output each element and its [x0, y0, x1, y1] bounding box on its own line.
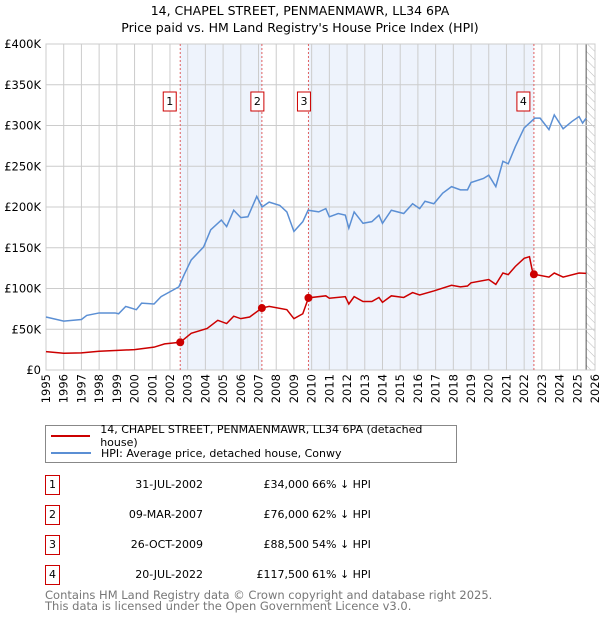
- table-row: 4 20-JUL-2022 £117,500 61% ↓ HPI: [45, 565, 465, 585]
- sale-point: [176, 338, 185, 347]
- sale-label-number: 3: [300, 95, 307, 108]
- x-tick-label: 2011: [322, 374, 336, 403]
- x-tick-label: 2005: [216, 374, 230, 403]
- y-tick-label: £50K: [12, 322, 42, 336]
- y-tick-label: £400K: [4, 37, 41, 51]
- x-tick-label: 2017: [429, 374, 443, 403]
- sale-label-box: [296, 91, 311, 112]
- sale-date: 20-JUL-2022: [135, 568, 203, 581]
- legend-label-hpi: HPI: Average price, detached house, Conw…: [101, 446, 342, 460]
- x-tick-label: 2010: [305, 374, 319, 403]
- sale-label-box: [250, 91, 265, 112]
- sale-hpi-diff: 54% ↓ HPI: [312, 538, 371, 551]
- sale-date: 09-MAR-2007: [128, 508, 203, 521]
- y-tick-label: £300K: [4, 119, 41, 133]
- sale-point: [257, 304, 266, 313]
- y-tick-label: £200K: [4, 200, 41, 214]
- sale-hpi-diff: 66% ↓ HPI: [312, 478, 371, 491]
- y-tick-label: £100K: [4, 282, 41, 296]
- sale-hpi-diff: 62% ↓ HPI: [312, 508, 371, 521]
- sale-number-badge: 1: [45, 475, 60, 495]
- x-tick-label: 2022: [517, 374, 531, 403]
- x-tick-label: 2026: [588, 374, 600, 403]
- sale-label-number: 4: [520, 95, 527, 108]
- sale-number-badge: 3: [45, 535, 60, 555]
- sale-label-number: 1: [166, 95, 173, 108]
- sale-price: £76,000: [263, 508, 310, 521]
- chart-subtitle: Price paid vs. HM Land Registry's House …: [121, 20, 479, 35]
- x-tick-label: 2009: [287, 374, 301, 403]
- table-row: 3 26-OCT-2009 £88,500 54% ↓ HPI: [45, 535, 465, 555]
- hpi-line: [45, 113, 587, 322]
- x-tick-label: 1998: [92, 374, 106, 403]
- x-tick-label: 2019: [464, 374, 478, 403]
- x-tick-label: 1996: [57, 374, 71, 403]
- x-tick-label: 2000: [128, 374, 142, 403]
- x-tick-label: 2016: [411, 374, 425, 403]
- sale-point: [304, 293, 313, 302]
- legend-label-price: 14, CHAPEL STREET, PENMAENMAWR, LL34 6PA…: [100, 423, 423, 449]
- y-tick-label: £0: [26, 363, 41, 377]
- x-tick-label: 2004: [198, 374, 212, 403]
- x-tick-label: 2006: [234, 374, 248, 403]
- x-tick-label: 2021: [499, 374, 513, 403]
- sale-price: £34,000: [263, 478, 310, 491]
- footer-licence: This data is licensed under the Open Gov…: [45, 599, 412, 613]
- x-tick-label: 2002: [163, 374, 177, 403]
- y-tick-label: £250K: [4, 159, 41, 173]
- x-tick-label: 2003: [181, 374, 195, 403]
- x-tick-label: 2012: [340, 374, 354, 403]
- x-tick-label: 2024: [553, 374, 567, 403]
- y-tick-label: £150K: [4, 241, 41, 255]
- legend-swatch-hpi: [51, 452, 91, 454]
- x-tick-label: 1997: [74, 374, 88, 403]
- footer-copyright: Contains HM Land Registry data © Crown c…: [45, 588, 493, 602]
- sale-price: £117,500: [256, 568, 310, 581]
- x-tick-label: 1995: [39, 374, 53, 403]
- x-tick-label: 2014: [375, 374, 389, 403]
- chart-title: 14, CHAPEL STREET, PENMAENMAWR, LL34 6PA: [150, 3, 450, 18]
- sale-label-number: 2: [254, 95, 261, 108]
- table-row: 1 31-JUL-2002 £34,000 66% ↓ HPI: [45, 475, 465, 495]
- price-chart: 1995 1996 1997 1998 1999 2000 2001 2002 2003 2004…: [4, 37, 600, 403]
- x-tick-label: 2008: [269, 374, 283, 403]
- legend-swatch-price: [51, 435, 91, 437]
- sale-date: 31-JUL-2002: [135, 478, 203, 491]
- x-tick-label: 2023: [535, 374, 549, 403]
- sale-hpi-diff: 61% ↓ HPI: [312, 568, 371, 581]
- sale-point: [529, 270, 538, 279]
- sale-label-box: [162, 91, 177, 112]
- x-tick-label: 2020: [482, 374, 496, 403]
- x-tick-label: 1999: [110, 374, 124, 403]
- x-tick-label: 2007: [252, 374, 266, 403]
- plot-frame: [45, 43, 596, 371]
- sale-date: 26-OCT-2009: [130, 538, 203, 551]
- sale-price: £88,500: [263, 538, 310, 551]
- legend: 14, CHAPEL STREET, PENMAENMAWR, LL34 6PA…: [45, 423, 457, 463]
- price-paid-line: [45, 255, 587, 355]
- x-tick-label: 2018: [446, 374, 460, 403]
- table-row: 2 09-MAR-2007 £76,000 62% ↓ HPI: [45, 505, 465, 525]
- x-tick-label: 2013: [358, 374, 372, 403]
- x-tick-label: 2025: [570, 374, 584, 403]
- x-tick-label: 2015: [393, 374, 407, 403]
- legend-item-price: 14, CHAPEL STREET, PENMAENMAWR, LL34 6PA…: [46, 423, 456, 449]
- x-tick-label: 2001: [145, 374, 159, 403]
- sale-number-badge: 4: [45, 565, 60, 585]
- legend-item-hpi: HPI: Average price, detached house, Conw…: [46, 445, 342, 461]
- sale-number-badge: 2: [45, 505, 60, 525]
- y-tick-label: £350K: [4, 78, 41, 92]
- sale-label-box: [516, 91, 531, 112]
